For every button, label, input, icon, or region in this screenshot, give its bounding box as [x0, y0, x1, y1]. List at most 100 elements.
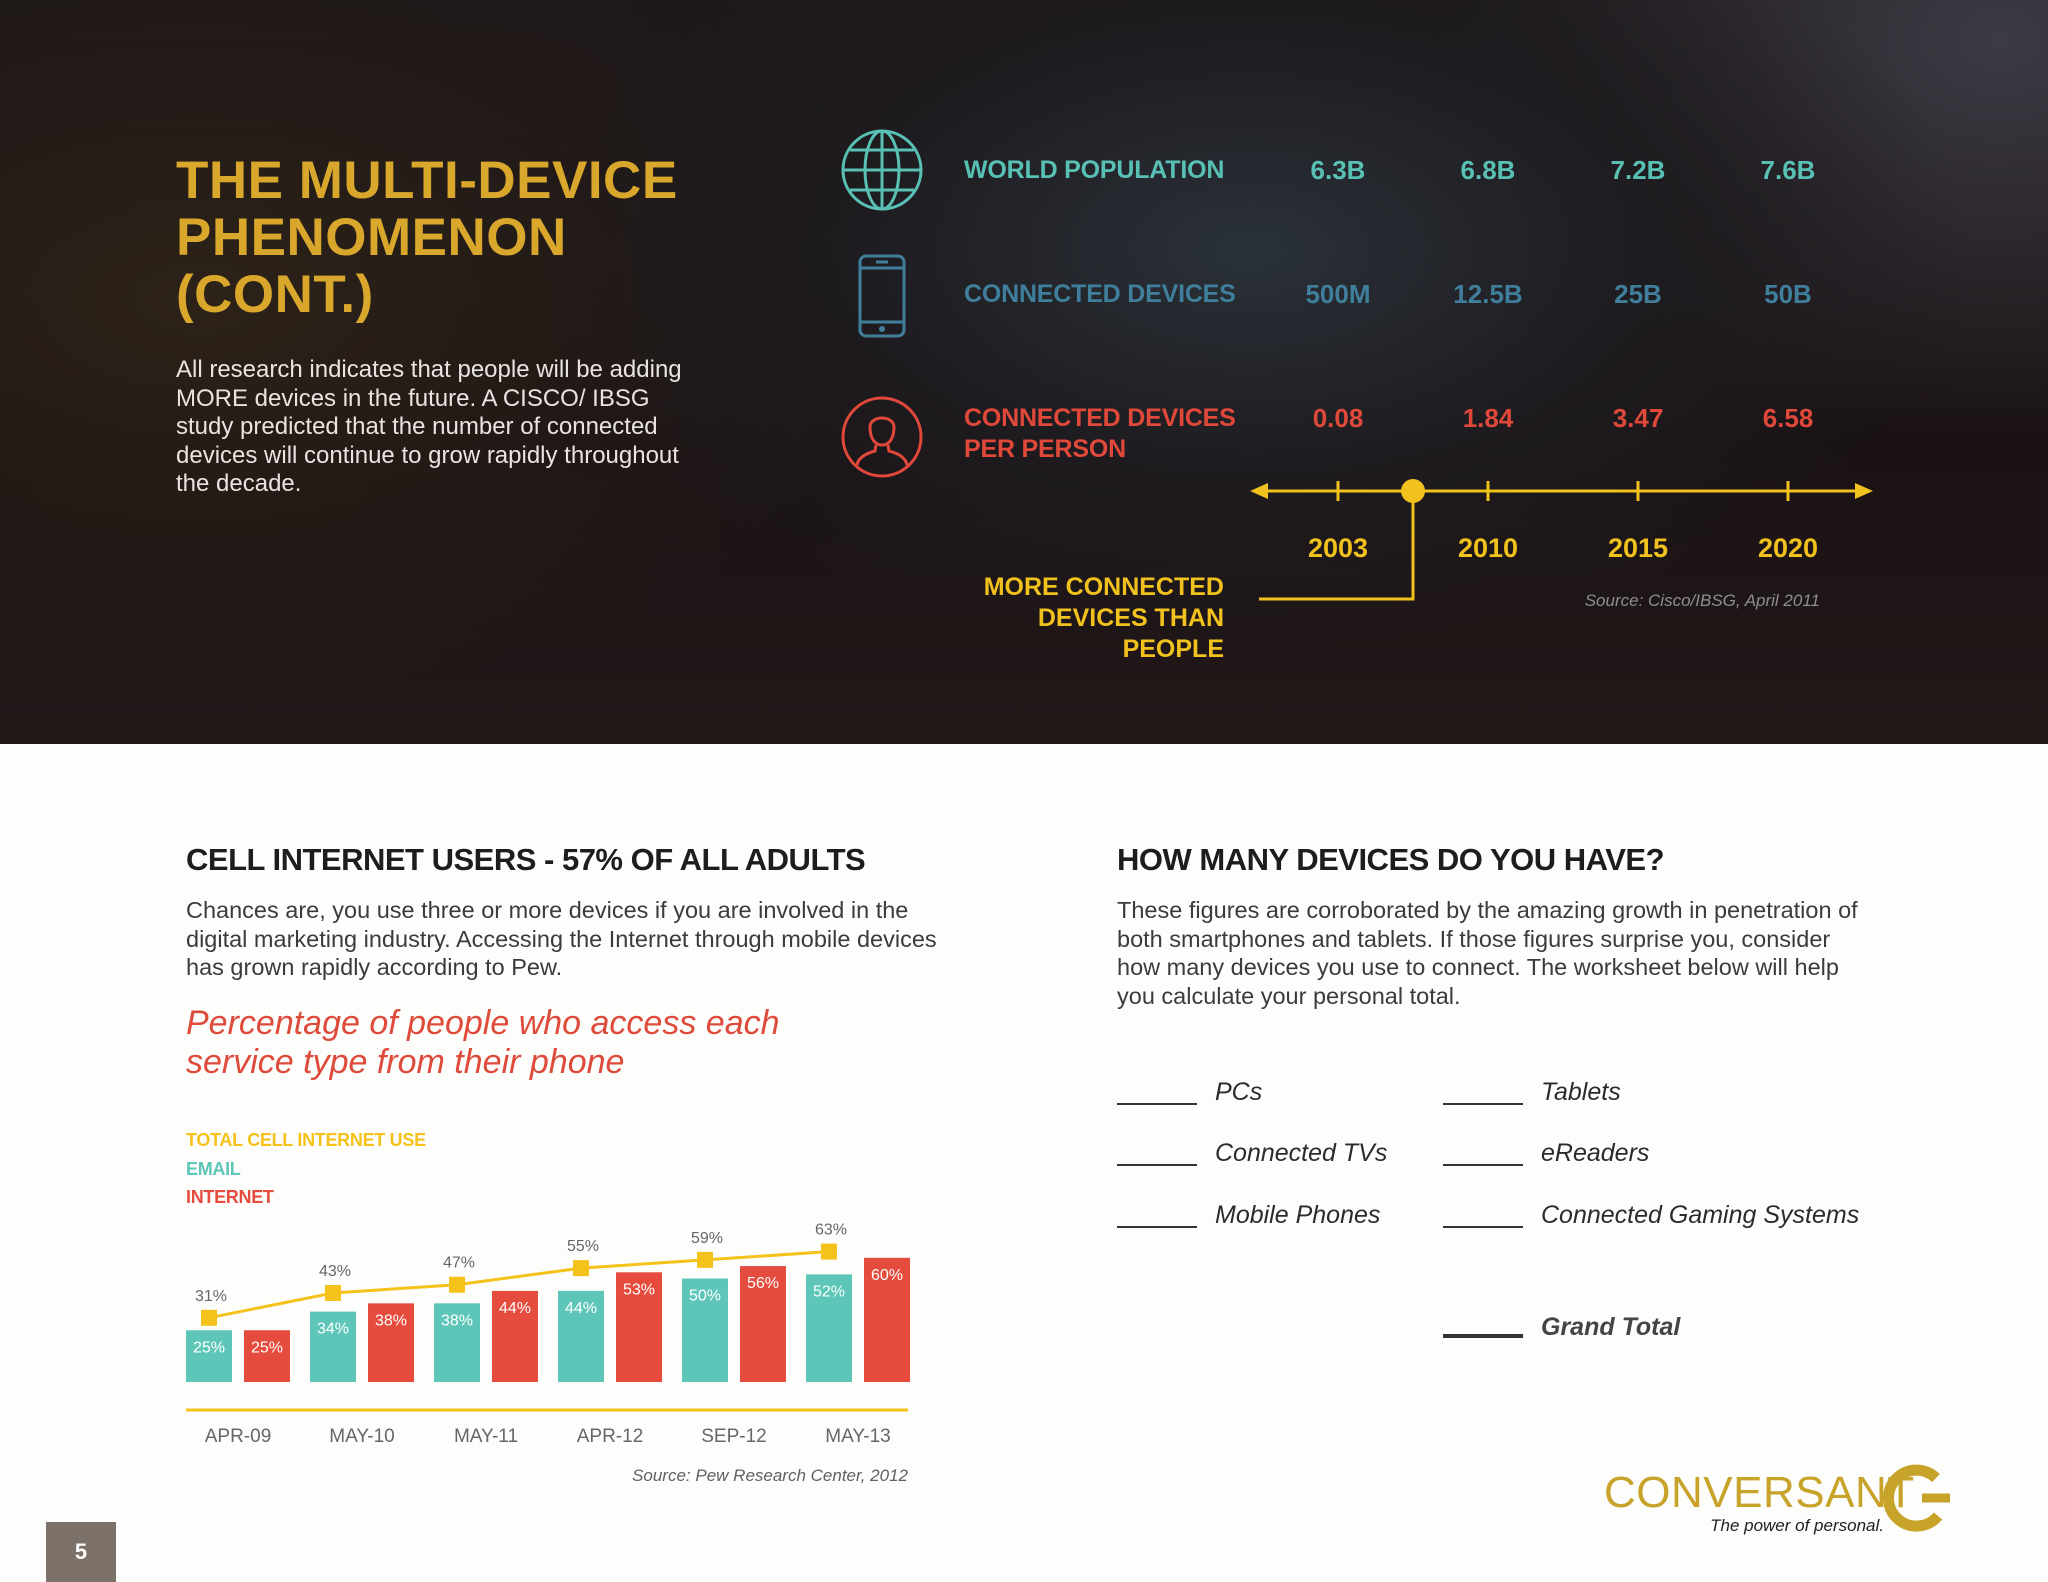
bar-internet [740, 1266, 786, 1382]
worksheet-blank [1117, 1226, 1197, 1228]
bar-email [558, 1290, 604, 1382]
per-person-2020: 6.58 [1762, 403, 1814, 433]
smartphone-icon [858, 254, 906, 338]
row-label-line: PER PERSON [964, 435, 1126, 463]
legend-email: EMAIL [186, 1158, 241, 1179]
population-2015: 7.2B [1610, 155, 1666, 185]
hero-section [0, 0, 2048, 744]
legend-internet: INTERNET [186, 1187, 274, 1207]
bar-value-label: 44% [499, 1300, 531, 1317]
x-tick-label: MAY-10 [329, 1426, 394, 1447]
worksheet-item-connected-tvs: Connected TVs [1215, 1139, 1388, 1167]
callout-line: DEVICES THAN PEOPLE [1037, 604, 1224, 663]
x-tick-label: SEP-12 [701, 1426, 766, 1447]
bar-email [682, 1278, 728, 1382]
devices-2003: 500M [1305, 279, 1371, 309]
callout-more-devices: MORE CONNECTED DEVICES THAN PEOPLE [930, 572, 1224, 665]
bar-value-label: 25% [251, 1339, 283, 1356]
hero-body-text: All research indicates that people will … [176, 356, 682, 497]
line-value-label: 55% [567, 1238, 599, 1255]
worksheet-total-blank [1443, 1334, 1523, 1338]
crossover-marker [1401, 479, 1425, 503]
line-value-label: 63% [815, 1222, 847, 1239]
devices-2015: 25B [1614, 279, 1662, 309]
bar-email [806, 1274, 852, 1382]
per-person-2010: 1.84 [1462, 403, 1514, 433]
bar-value-label: 60% [871, 1267, 903, 1284]
bar-email [310, 1311, 356, 1382]
x-tick-label: MAY-13 [825, 1426, 890, 1447]
total-cell-internet-line [208, 1250, 830, 1320]
year-2003: 2003 [1307, 533, 1369, 563]
worksheet-item-pcs: PCs [1215, 1078, 1263, 1106]
line-point [325, 1284, 341, 1301]
left-heading: CELL INTERNET USERS - 57% OF ALL ADULTS [186, 842, 866, 877]
per-person-2003: 0.08 [1312, 403, 1364, 433]
world-population-label: WORLD POPULATION [964, 155, 1224, 186]
row-label-line: WORLD POPULATION [964, 156, 1225, 184]
bar-internet [616, 1272, 662, 1382]
line-value-label: 31% [195, 1288, 227, 1305]
hero-title: THE MULTI-DEVICE PHENOMENON (CONT.) [176, 152, 736, 323]
bar-value-label: 56% [747, 1275, 779, 1292]
devices-2020: 50B [1764, 279, 1812, 309]
line-point [697, 1251, 713, 1268]
line-point [821, 1243, 837, 1260]
line-point [201, 1309, 217, 1326]
row-label-line: CONNECTED DEVICES [964, 280, 1236, 308]
page-number: 5 [46, 1522, 116, 1582]
population-2020: 7.6B [1760, 155, 1816, 185]
chart-title-line: Percentage of people who access each [186, 1004, 780, 1042]
chart-title-line: service type from their phone [186, 1043, 625, 1081]
devices-per-person-label: CONNECTED DEVICES PER PERSON [964, 403, 1236, 465]
chart-legend: TOTAL CELL INTERNET USE EMAIL INTERNET [186, 1126, 426, 1212]
year-2015: 2015 [1607, 533, 1669, 563]
worksheet-item-gaming-systems: Connected Gaming Systems [1541, 1201, 1860, 1229]
bar-value-label: 52% [813, 1283, 845, 1300]
year-2020: 2020 [1757, 533, 1819, 563]
right-body-text: These figures are corroborated by the am… [1117, 897, 1858, 1009]
bar-value-label: 53% [623, 1281, 655, 1298]
x-tick-label: APR-09 [205, 1426, 272, 1447]
brand-logo-mark-icon [1883, 1464, 1950, 1532]
worksheet-blank [1117, 1164, 1197, 1166]
bar-value-label: 25% [193, 1339, 225, 1356]
bar-internet [864, 1257, 910, 1382]
timeline-arrow-left [1250, 483, 1268, 499]
line-value-label: 47% [443, 1255, 475, 1272]
callout-line: MORE CONNECTED [983, 573, 1224, 601]
worksheet-item-tablets: Tablets [1541, 1078, 1621, 1106]
bar-email [186, 1330, 232, 1382]
bar-value-label: 38% [441, 1312, 473, 1329]
chart-title: Percentage of people who access each ser… [186, 1004, 906, 1082]
population-2010: 6.8B [1460, 155, 1516, 185]
brand-tagline: The power of personal. [1710, 1516, 1884, 1535]
bar-value-label: 38% [375, 1312, 407, 1329]
devices-2010: 12.5B [1453, 279, 1523, 309]
hero-source: Source: Cisco/IBSG, April 2011 [1584, 591, 1820, 610]
brand-logo-wordmark: CONVERSANT [1604, 1468, 1915, 1517]
worksheet-blank [1443, 1164, 1523, 1166]
worksheet-blank [1117, 1103, 1197, 1105]
bar-internet [492, 1290, 538, 1382]
hero-title-line: (CONT.) [176, 265, 374, 324]
bar-value-label: 44% [565, 1300, 597, 1317]
connected-devices-label: CONNECTED DEVICES [964, 279, 1236, 310]
chart-source: Source: Pew Research Center, 2012 [632, 1466, 908, 1485]
timeline-arrow-right [1855, 483, 1873, 499]
x-tick-label: MAY-11 [454, 1426, 518, 1447]
bar-value-label: 50% [689, 1288, 721, 1305]
callout-connector [1259, 491, 1415, 601]
worksheet-item-mobile-phones: Mobile Phones [1215, 1201, 1381, 1229]
worksheet-blank [1443, 1226, 1523, 1228]
hero-title-line: THE MULTI-DEVICE [176, 151, 678, 210]
legend-total-cell-internet: TOTAL CELL INTERNET USE [186, 1130, 426, 1150]
right-heading: HOW MANY DEVICES DO YOU HAVE? [1117, 842, 1665, 877]
device-access-chart: 25% 25% APR-09 34% 38% MAY-10 38% 44% MAY-11 44% 5… [186, 1222, 910, 1447]
worksheet-grand-total: Grand Total [1541, 1313, 1681, 1341]
population-2003: 6.3B [1310, 155, 1366, 185]
person-icon [841, 396, 923, 478]
worksheet-item-ereaders: eReaders [1541, 1139, 1650, 1167]
globe-icon [841, 129, 923, 211]
